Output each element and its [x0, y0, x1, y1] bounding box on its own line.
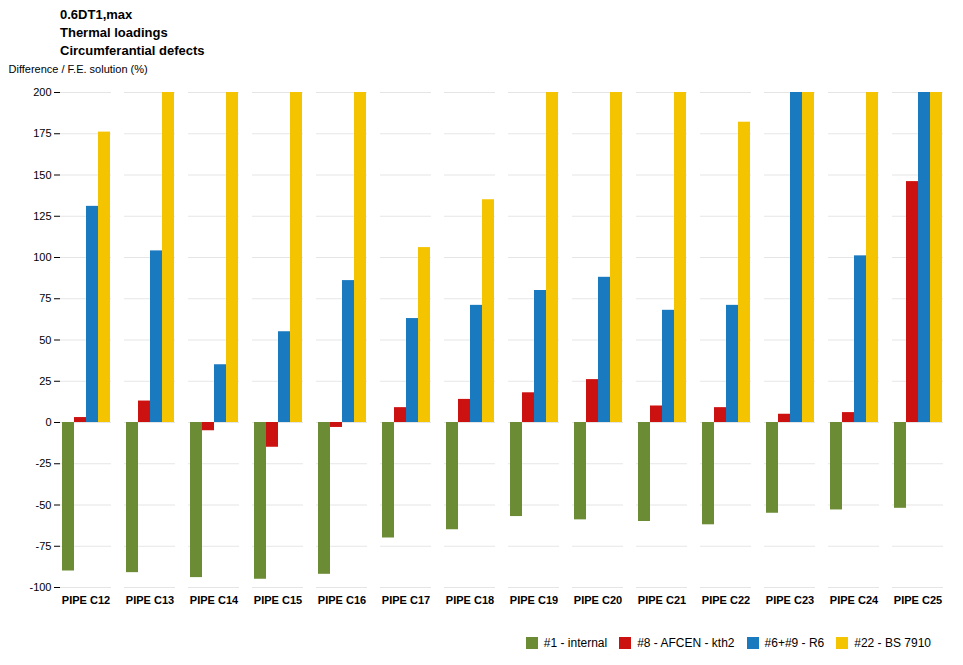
svg-text:150: 150 — [33, 169, 51, 181]
svg-text:-50: -50 — [36, 499, 52, 511]
svg-text:100: 100 — [33, 251, 51, 263]
svg-text:PIPE C20: PIPE C20 — [574, 594, 622, 606]
svg-text:PIPE C23: PIPE C23 — [766, 594, 814, 606]
svg-text:PIPE C14: PIPE C14 — [190, 594, 239, 606]
svg-text:-100: -100 — [29, 581, 51, 593]
svg-text:PIPE C12: PIPE C12 — [62, 594, 110, 606]
html-text:#8 - AFCEN - kth2: #8 - AFCEN - kth2 — [637, 635, 735, 650]
html-text:0.6DT1,max: 0.6DT1,max — [60, 7, 133, 22]
svg-text:75: 75 — [39, 292, 51, 304]
svg-text:0: 0 — [45, 416, 51, 428]
svg-text:Difference / F.E. solution (%): Difference / F.E. solution (%) — [9, 63, 148, 75]
svg-text:200: 200 — [33, 86, 51, 98]
svg-text:PIPE C18: PIPE C18 — [446, 594, 494, 606]
svg-text:125: 125 — [33, 210, 51, 222]
svg-text:50: 50 — [39, 334, 51, 346]
html-text:Circumferantial defects: Circumferantial defects — [60, 43, 205, 58]
svg-text:-25: -25 — [36, 457, 52, 469]
svg-text:PIPE C22: PIPE C22 — [702, 594, 750, 606]
svg-text:PIPE C21: PIPE C21 — [638, 594, 686, 606]
svg-text:PIPE C17: PIPE C17 — [382, 594, 430, 606]
svg-text:PIPE C13: PIPE C13 — [126, 594, 174, 606]
html-text:#1 - internal: #1 - internal — [543, 635, 608, 650]
svg-text:25: 25 — [39, 375, 51, 387]
svg-text:PIPE C25: PIPE C25 — [894, 594, 942, 606]
html-text:#22 - BS 7910: #22 - BS 7910 — [854, 635, 931, 650]
html-text:Thermal loadings: Thermal loadings — [60, 25, 168, 40]
svg-text:PIPE C16: PIPE C16 — [318, 594, 366, 606]
svg-text:PIPE C24: PIPE C24 — [830, 594, 879, 606]
svg-text:PIPE C15: PIPE C15 — [254, 594, 302, 606]
svg-text:175: 175 — [33, 127, 51, 139]
svg-text:PIPE C19: PIPE C19 — [510, 594, 558, 606]
html-text:#6+#9 - R6: #6+#9 - R6 — [764, 635, 825, 650]
svg-text:-75: -75 — [36, 540, 52, 552]
